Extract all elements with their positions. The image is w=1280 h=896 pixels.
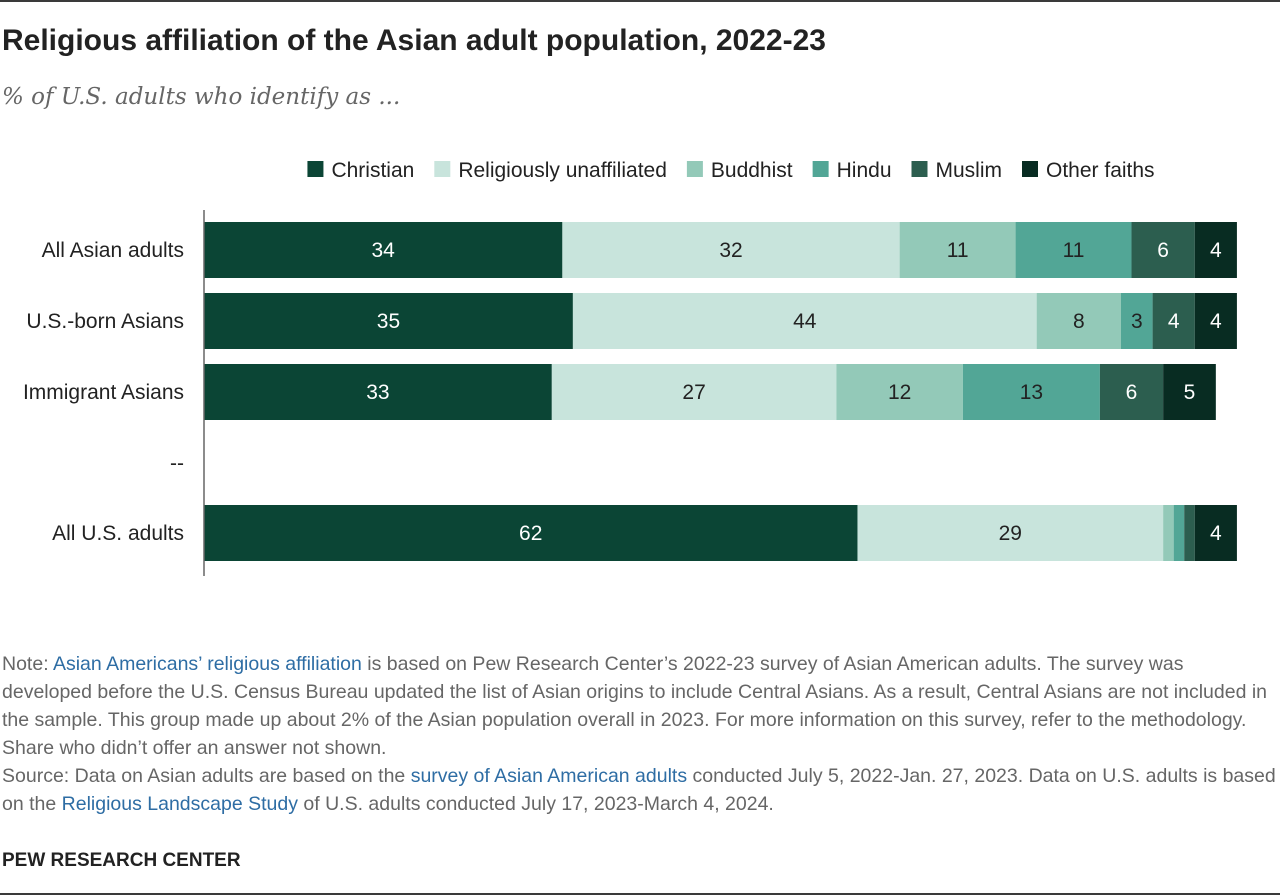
bar-u-s-born-asians-muslim (1152, 293, 1195, 349)
data-label-immigrant-asians-muslim: 6 (1126, 381, 1138, 404)
data-label-all-asian-adults-christian: 34 (372, 239, 396, 262)
data-label-all-u-s-adults-christian: 62 (519, 522, 542, 545)
legend-label-christian: Christian (331, 159, 414, 182)
data-label-u-s-born-asians-hindu: 3 (1131, 310, 1143, 333)
data-label-all-u-s-adults-other-faiths: 4 (1210, 522, 1222, 545)
brand-label: PEW RESEARCH CENTER (2, 850, 241, 871)
bar-all-asian-adults-christian (204, 222, 563, 278)
data-label-all-asian-adults-hindu: 11 (1063, 239, 1085, 262)
data-label-all-asian-adults-other-faiths: 4 (1210, 239, 1222, 262)
legend-item-muslim: Muslim (911, 159, 1003, 182)
bar-all-asian-adults-religiously-unaffiliated (562, 222, 900, 278)
data-label-u-s-born-asians-muslim: 4 (1168, 310, 1180, 333)
data-label-immigrant-asians-christian: 33 (366, 381, 389, 404)
note-link-religious-affiliation[interactable]: Asian Americans’ religious affiliation (52, 653, 362, 675)
top-rule (0, 0, 1280, 2)
category-label-immigrant-asians: Immigrant Asians (23, 381, 184, 404)
source-link-survey[interactable]: survey of Asian American adults (410, 765, 688, 787)
legend-label-hindu: Hindu (837, 159, 892, 182)
data-label-u-s-born-asians-christian: 35 (377, 310, 400, 333)
legend-item-religiously-unaffiliated: Religiously unaffiliated (434, 159, 667, 182)
bar-all-u-s-adults-hindu (1173, 505, 1185, 561)
bar-all-u-s-adults-other-faiths (1194, 505, 1237, 561)
category-label-separator: -- (170, 452, 184, 475)
data-label-immigrant-asians-other-faiths: 5 (1184, 381, 1196, 404)
data-label-immigrant-asians-religiously-unaffiliated: 27 (682, 381, 705, 404)
source-link-landscape-study[interactable]: Religious Landscape Study (61, 793, 298, 815)
bar-u-s-born-asians-religiously-unaffiliated (572, 293, 1037, 349)
bar-all-asian-adults-muslim (1131, 222, 1195, 278)
bar-u-s-born-asians-other-faiths (1194, 293, 1237, 349)
category-label-all-asian-adults: All Asian adults (42, 239, 184, 262)
legend-swatch-muslim (911, 161, 928, 177)
bar-all-u-s-adults-religiously-unaffiliated (857, 505, 1164, 561)
bar-all-u-s-adults-muslim (1184, 505, 1195, 561)
bar-immigrant-asians-buddhist (836, 364, 963, 420)
bar-u-s-born-asians-hindu (1120, 293, 1153, 349)
legend-label-buddhist: Buddhist (711, 159, 793, 182)
legend: Christian Religiously unaffiliated Buddhis… (307, 159, 1155, 182)
source-text: Source: Data on Asian adults are based o… (2, 765, 1276, 815)
category-label-u-s-born-asians: U.S.-born Asians (26, 310, 184, 333)
legend-swatch-other-faiths (1022, 161, 1038, 177)
bar-all-asian-adults-hindu (1015, 222, 1132, 278)
notes: Note: Asian Americans’ religious affilia… (2, 650, 1278, 818)
bar-all-asian-adults-buddhist (899, 222, 1016, 278)
legend-label-religiously-unaffiliated: Religiously unaffiliated (458, 159, 667, 182)
bottom-rule (0, 893, 1280, 895)
data-label-all-asian-adults-religiously-unaffiliated: 32 (719, 239, 742, 262)
bar-u-s-born-asians-christian (204, 293, 573, 349)
bars: All Asian adults 34 32 11 11 6 4U.S.-born Asia… (23, 222, 1237, 561)
category-label-all-u-s-adults: All U.S. adults (52, 522, 184, 545)
bar-immigrant-asians-religiously-unaffiliated (551, 364, 837, 420)
bar-u-s-born-asians-buddhist (1036, 293, 1121, 349)
data-label-all-u-s-adults-religiously-unaffiliated: 29 (999, 522, 1022, 545)
bar-all-u-s-adults-christian (204, 505, 858, 561)
bar-immigrant-asians-muslim (1099, 364, 1164, 420)
legend-label-other-faiths: Other faiths (1046, 159, 1155, 182)
legend-swatch-religiously-unaffiliated (434, 161, 451, 177)
bar-immigrant-asians-other-faiths (1163, 364, 1216, 420)
legend-item-other-faiths: Other faiths (1022, 159, 1155, 182)
legend-item-hindu: Hindu (812, 159, 892, 182)
stacked-bar-chart: Christian Religiously unaffiliated Buddhis… (23, 159, 1237, 576)
legend-swatch-buddhist (686, 161, 703, 177)
bar-all-asian-adults-other-faiths (1194, 222, 1237, 278)
legend-label-muslim: Muslim (936, 159, 1003, 182)
data-label-u-s-born-asians-other-faiths: 4 (1210, 310, 1222, 333)
bar-immigrant-asians-hindu (962, 364, 1100, 420)
data-label-u-s-born-asians-buddhist: 8 (1073, 310, 1085, 333)
note-text: Note: Asian Americans’ religious affilia… (2, 653, 1268, 759)
legend-swatch-hindu (812, 161, 829, 177)
data-label-u-s-born-asians-religiously-unaffiliated: 44 (793, 310, 817, 333)
bar-immigrant-asians-christian (204, 364, 552, 420)
legend-item-christian: Christian (307, 159, 414, 182)
chart-title: Religious affiliation of the Asian adult… (2, 24, 826, 57)
chart-subtitle: % of U.S. adults who identify as ... (2, 84, 401, 110)
legend-swatch-christian (307, 161, 324, 177)
data-label-immigrant-asians-buddhist: 12 (888, 381, 911, 404)
bar-all-u-s-adults-buddhist (1163, 505, 1174, 561)
data-label-all-asian-adults-muslim: 6 (1157, 239, 1169, 262)
legend-item-buddhist: Buddhist (686, 159, 793, 182)
data-label-immigrant-asians-hindu: 13 (1020, 381, 1043, 404)
data-label-all-asian-adults-buddhist: 11 (947, 239, 969, 262)
